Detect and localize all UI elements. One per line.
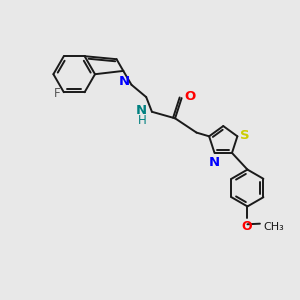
Text: CH₃: CH₃ <box>263 222 284 232</box>
Text: O: O <box>242 220 252 233</box>
Text: N: N <box>135 104 147 117</box>
Text: S: S <box>240 129 250 142</box>
Text: N: N <box>118 75 130 88</box>
Text: O: O <box>184 89 196 103</box>
Text: H: H <box>138 114 147 127</box>
Text: F: F <box>54 87 61 100</box>
Text: N: N <box>208 157 220 169</box>
